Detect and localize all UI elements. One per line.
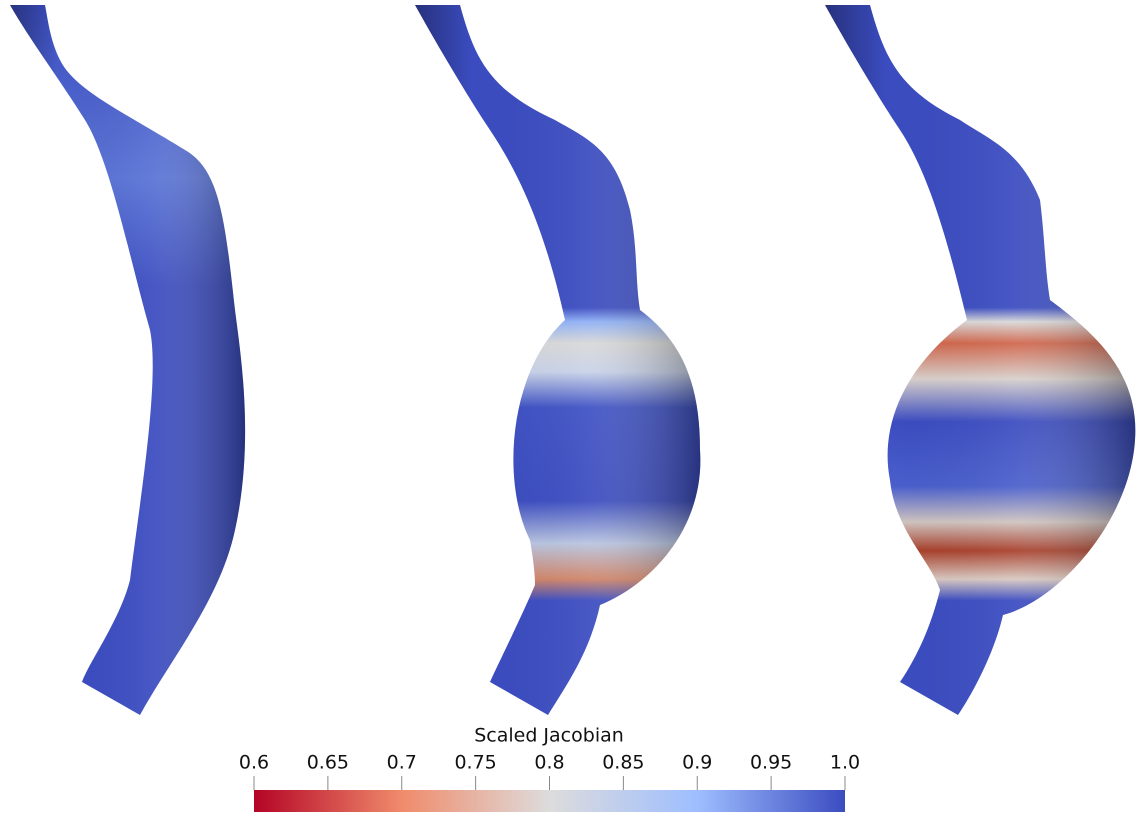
page: {"colorbar": {"title": "Scaled Jacobian"… — [0, 0, 1144, 815]
tick-label: 0.65 — [307, 752, 349, 774]
tick-label: 1.0 — [830, 752, 860, 774]
tick-label: 0.9 — [682, 752, 712, 774]
colorbar — [254, 790, 845, 812]
vessel-2 — [415, 5, 700, 715]
tick-label: 0.6 — [239, 752, 269, 774]
colorbar-title: Scaled Jacobian — [474, 725, 624, 747]
tick-label: 0.95 — [750, 752, 792, 774]
tick-label: 0.85 — [602, 752, 644, 774]
tick-label: 0.8 — [534, 752, 564, 774]
vessel-3 — [825, 5, 1135, 715]
vessel-1 — [10, 5, 245, 715]
tick-label: 0.75 — [454, 752, 496, 774]
tick-label: 0.7 — [387, 752, 417, 774]
figure: Scaled Jacobian 0.6 0.65 0.7 0.75 0.8 0.85 0.9… — [0, 0, 1144, 815]
